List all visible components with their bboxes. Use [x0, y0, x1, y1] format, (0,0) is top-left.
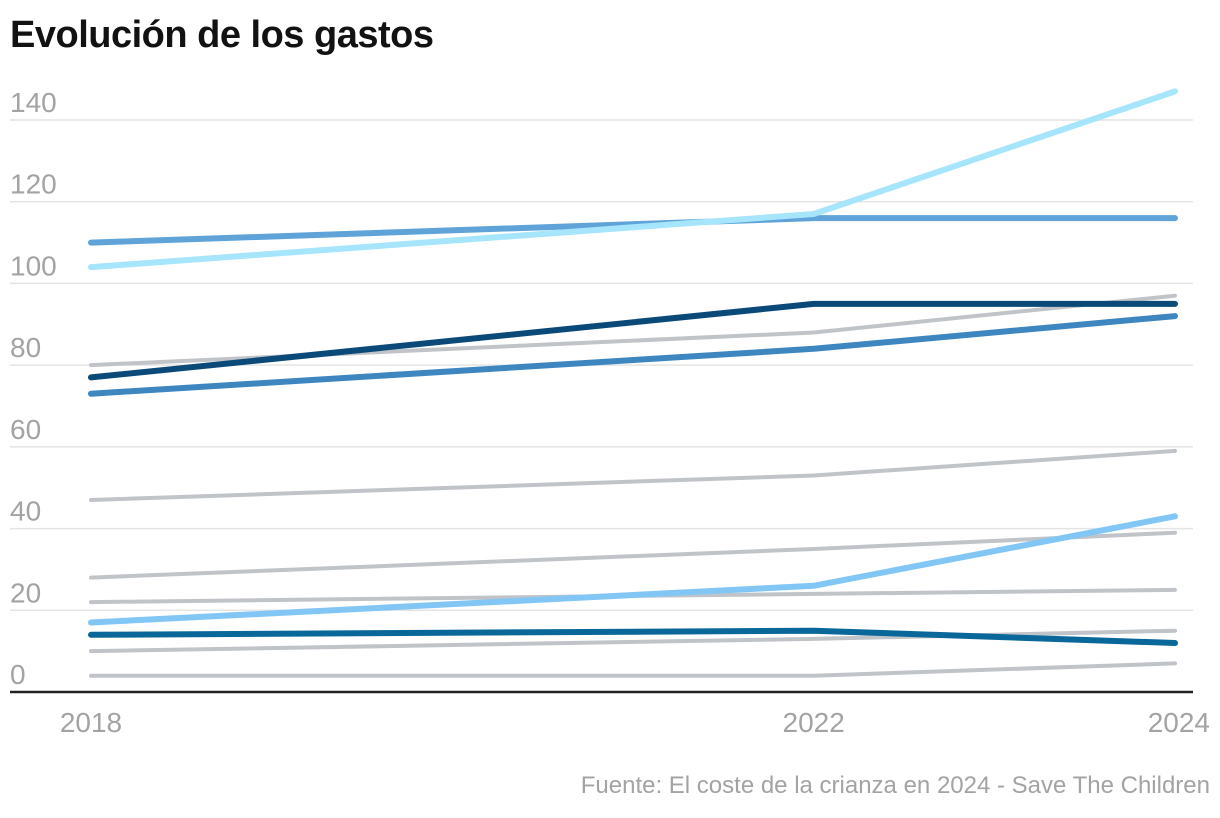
series-gray-5-line	[89, 628, 1177, 654]
series-navy-line	[88, 300, 1178, 381]
y-axis-ticks: 0 20 40 60 80 100 120 140	[10, 87, 57, 690]
x-tick-label: 2024	[1148, 707, 1210, 738]
y-tick-label: 0	[10, 659, 26, 690]
series-gray-3-line	[89, 530, 1177, 580]
series-dark-teal-line	[88, 627, 1178, 646]
y-tick-label: 20	[10, 577, 41, 608]
y-tick-label: 40	[10, 496, 41, 527]
y-tick-label: 140	[10, 87, 57, 118]
y-tick-label: 120	[10, 169, 57, 200]
x-tick-label: 2018	[60, 707, 122, 738]
y-tick-label: 80	[10, 332, 41, 363]
x-tick-label: 2022	[783, 707, 845, 738]
series-gray-4-line	[89, 587, 1177, 605]
series-gray-2-line	[89, 448, 1177, 502]
y-tick-label: 100	[10, 250, 57, 281]
series-sky-blue-line	[88, 513, 1178, 626]
series-lines	[88, 88, 1178, 678]
y-tick-label: 60	[10, 414, 41, 445]
series-steel-blue-line	[88, 313, 1178, 397]
source-note: Fuente: El coste de la crianza en 2024 -…	[580, 772, 1210, 799]
series-gray-6-line	[89, 661, 1177, 678]
x-axis-ticks: 2018 2022 2024	[60, 707, 1210, 738]
series-medium-blue-line	[88, 215, 1178, 246]
series-light-blue-line	[88, 88, 1178, 271]
chart-title: Evolución de los gastos	[10, 14, 434, 56]
